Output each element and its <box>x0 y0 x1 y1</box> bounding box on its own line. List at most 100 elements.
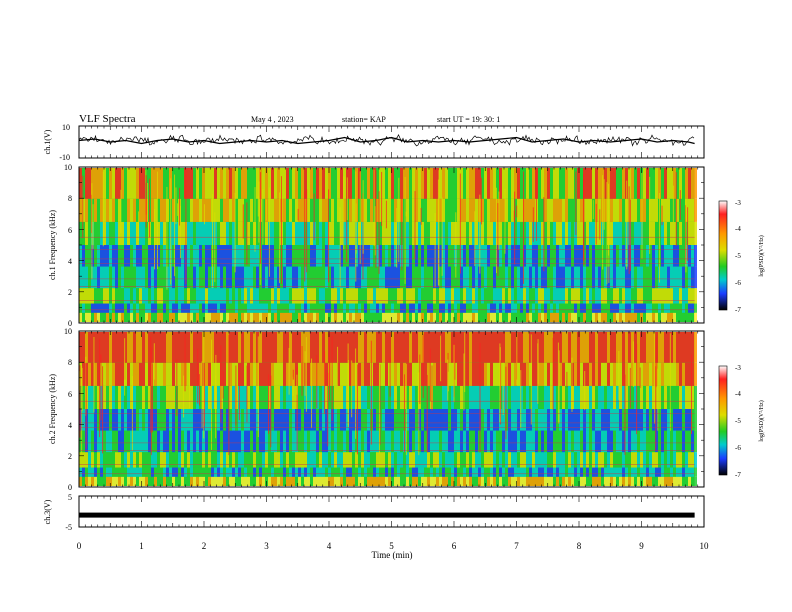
spectrogram-cell <box>391 303 394 313</box>
spectrogram-cell <box>499 288 502 304</box>
spectrogram-cell <box>643 452 646 468</box>
spectrogram-cell <box>187 452 190 468</box>
spectrogram-cell <box>415 198 418 222</box>
spectrogram-cell <box>547 430 550 453</box>
spectrogram-cell <box>262 266 265 289</box>
spectrogram-cell <box>181 430 184 453</box>
spectrogram-cell <box>661 168 664 199</box>
spectrogram-cell <box>517 385 520 409</box>
spectrogram-cell <box>397 303 400 313</box>
spectrogram-cell <box>634 312 637 322</box>
spectrogram-cell <box>112 288 115 304</box>
spectrogram-cell <box>172 362 175 386</box>
spectrogram-cell <box>661 288 664 304</box>
spectrogram-cell <box>586 476 589 486</box>
spectrogram-cell <box>505 266 508 289</box>
colorbar-1 <box>718 200 728 311</box>
spectrogram-cell <box>358 452 361 468</box>
spectrogram-cell <box>580 221 583 245</box>
spectrogram-cell <box>157 467 160 477</box>
spectrogram-cell <box>124 409 127 431</box>
spectrogram-cell <box>613 221 616 245</box>
spectrogram-cell <box>157 288 160 304</box>
spectrogram-cell <box>400 476 403 486</box>
spectrogram-cell <box>379 452 382 468</box>
spectrogram-cell <box>493 362 496 386</box>
spectrogram-cell <box>682 430 685 453</box>
spectrogram-cell <box>610 476 613 486</box>
spectrogram-cell <box>319 221 322 245</box>
spectrogram-cell <box>637 430 640 453</box>
spectrogram-cell <box>454 452 457 468</box>
spectrogram-cell <box>196 168 199 199</box>
spectrogram-cell <box>679 409 682 431</box>
spectrogram-cell <box>268 362 271 386</box>
spectrogram-cell <box>181 288 184 304</box>
spectrogram-cell <box>361 467 364 477</box>
spectrogram-cell <box>298 221 301 245</box>
spectrogram-cell <box>358 332 361 363</box>
spectrogram-cell <box>382 303 385 313</box>
spectrogram-cell <box>271 332 274 363</box>
spectrogram-cell <box>166 245 169 267</box>
spectrogram-cell <box>646 266 649 289</box>
spectrogram-cell <box>244 198 247 222</box>
spectrogram-cell <box>310 430 313 453</box>
spectrogram-cell <box>403 288 406 304</box>
spectrogram-cell <box>433 168 436 199</box>
spectrogram-cell <box>289 168 292 199</box>
spectrogram-cell <box>457 476 460 486</box>
spectrogram-cell <box>223 221 226 245</box>
spectrogram-cell <box>667 288 670 304</box>
spectrogram-cell <box>205 245 208 267</box>
spectrogram-cell <box>214 266 217 289</box>
spectrogram-cell <box>265 168 268 199</box>
spectrogram-cell <box>604 430 607 453</box>
spectrogram-cell <box>196 266 199 289</box>
spectrogram-cell <box>481 303 484 313</box>
spectrogram-cell <box>508 332 511 363</box>
spectrogram-cell <box>337 266 340 289</box>
spectrogram-cell <box>607 332 610 363</box>
spectrogram-cell <box>604 221 607 245</box>
spectrogram-cell <box>193 266 196 289</box>
spectrogram-cell <box>517 467 520 477</box>
spectrogram-cell <box>451 168 454 199</box>
spectrogram-cell <box>673 362 676 386</box>
spectrogram-cell <box>520 332 523 363</box>
spectrogram-cell <box>94 221 97 245</box>
start-time-label: start UT = 19: 30: 1 <box>437 115 500 124</box>
spectrogram-cell <box>187 303 190 313</box>
spectrogram-cell <box>307 409 310 431</box>
spectrogram-cell <box>121 409 124 431</box>
spectrogram-cell <box>538 303 541 313</box>
spectrogram-cell <box>445 168 448 199</box>
spectrogram-cell <box>673 168 676 199</box>
spectrogram-cell <box>346 312 349 322</box>
spectrogram-cell <box>505 198 508 222</box>
spectrogram-cell <box>649 221 652 245</box>
spectrogram-cell <box>139 303 142 313</box>
spectrogram-cell <box>340 409 343 431</box>
ch3-ytick-bottom: -5 <box>65 523 72 532</box>
spectrogram-cell <box>679 266 682 289</box>
spectrogram-cell <box>505 221 508 245</box>
spectrogram-cell <box>415 312 418 322</box>
spectrogram-cell <box>478 452 481 468</box>
spectrogram-cell <box>289 430 292 453</box>
spectrogram-cell <box>151 467 154 477</box>
spectrogram-cell <box>691 385 694 409</box>
spectrogram-cell <box>430 430 433 453</box>
spectrogram-cell <box>289 409 292 431</box>
spectrogram-cell <box>298 312 301 322</box>
spectrogram-cell <box>196 303 199 313</box>
spectrogram-cell <box>556 168 559 199</box>
spectrogram-cell <box>250 221 253 245</box>
spectrogram-cell <box>406 198 409 222</box>
spectrogram-cell <box>136 288 139 304</box>
spectrogram-cell <box>400 452 403 468</box>
spectrogram-cell <box>322 476 325 486</box>
spectrogram-cell <box>445 266 448 289</box>
spectrogram-cell <box>166 362 169 386</box>
spectrogram-cell <box>415 168 418 199</box>
